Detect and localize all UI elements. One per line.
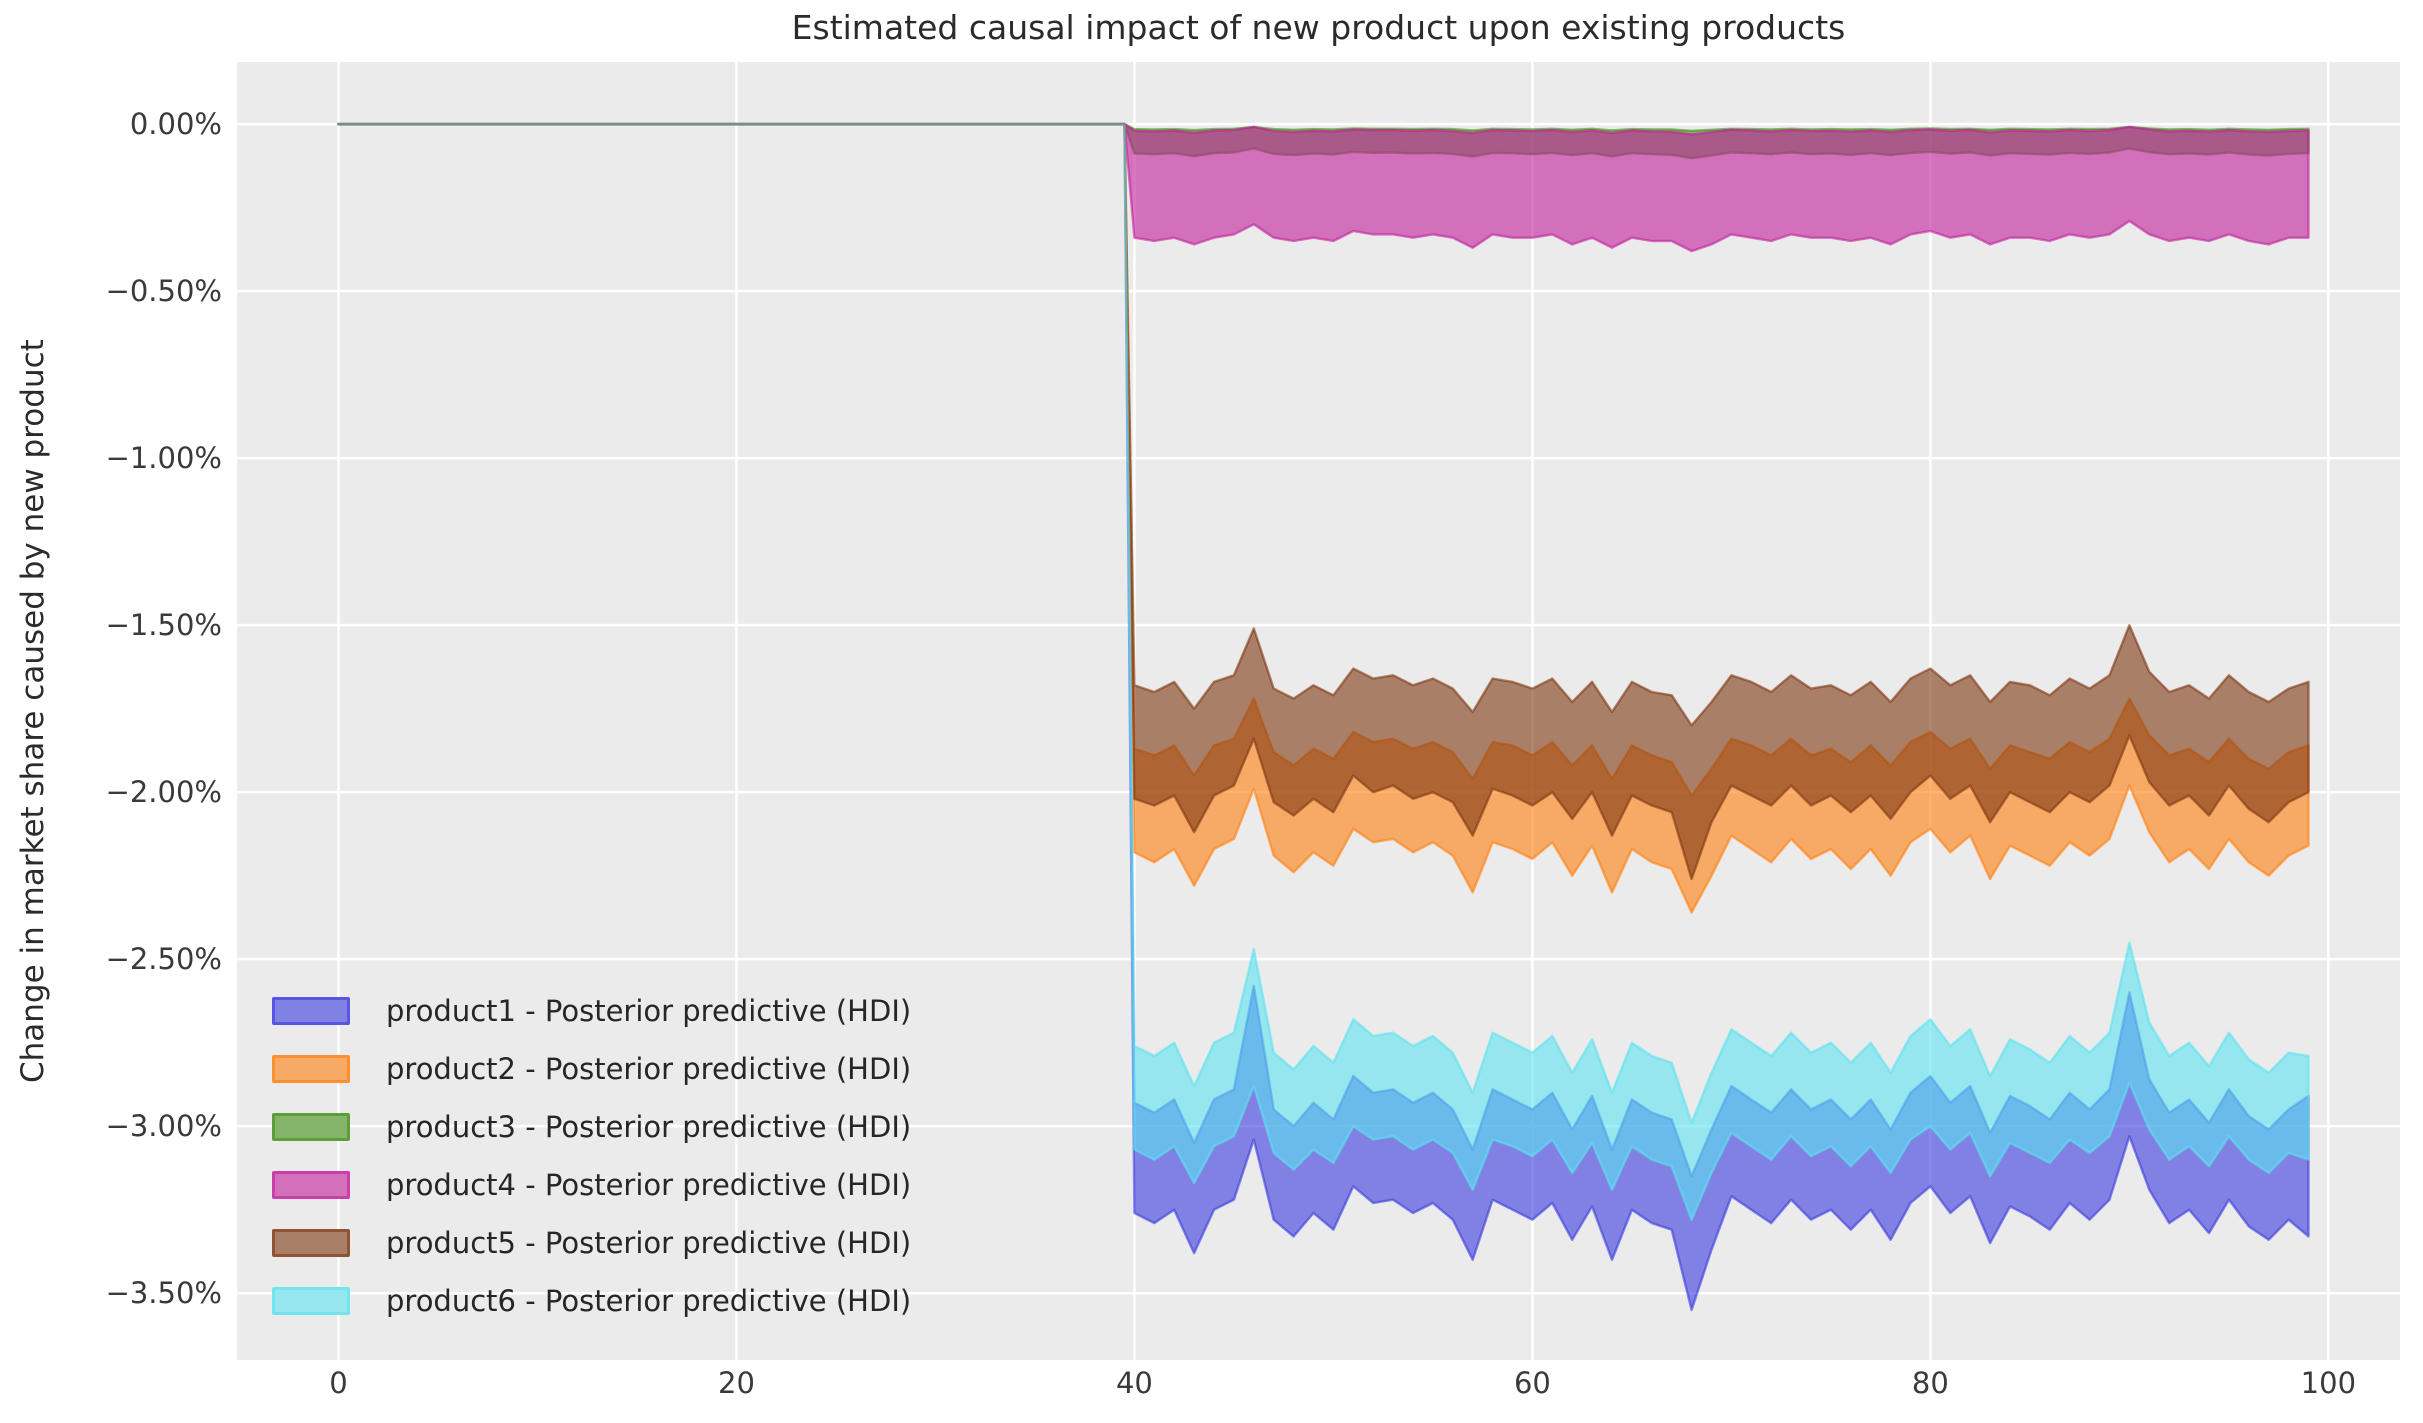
legend-label: product2 - Posterior predictive (HDI) (386, 1052, 912, 1086)
legend-item-product1: product1 - Posterior predictive (HDI) (272, 982, 911, 1040)
legend: product1 - Posterior predictive (HDI) pro… (272, 982, 911, 1330)
legend-item-product3: product3 - Posterior predictive (HDI) (272, 1098, 911, 1156)
legend-swatch-product2 (272, 1055, 350, 1083)
hdi-band-product5 (1123, 122, 2310, 881)
legend-label: product6 - Posterior predictive (HDI) (386, 1284, 912, 1318)
y-tick-label: 0.00% (129, 107, 222, 142)
axes (237, 62, 2400, 1360)
y-tick-label: −1.00% (105, 441, 222, 476)
legend-swatch-product4 (272, 1171, 350, 1199)
y-tick-label: −3.00% (105, 1109, 222, 1144)
legend-item-product5: product5 - Posterior predictive (HDI) (272, 1214, 911, 1272)
legend-swatch-product6 (272, 1287, 350, 1315)
y-tick-label: −1.50% (105, 608, 222, 643)
legend-swatch-product5 (272, 1229, 350, 1257)
legend-item-product4: product4 - Posterior predictive (HDI) (272, 1156, 911, 1214)
legend-label: product1 - Posterior predictive (HDI) (386, 994, 912, 1028)
legend-item-product2: product2 - Posterior predictive (HDI) (272, 1040, 911, 1098)
chart-title: Estimated causal impact of new product u… (791, 8, 1846, 47)
y-axis-label: Change in market share caused by new pro… (15, 339, 51, 1083)
x-tick-label: 20 (718, 1366, 755, 1400)
legend-item-product6: product6 - Posterior predictive (HDI) (272, 1272, 911, 1330)
x-tick-label: 0 (329, 1366, 348, 1400)
legend-label: product4 - Posterior predictive (HDI) (386, 1168, 912, 1202)
legend-swatch-product1 (272, 997, 350, 1025)
x-tick-label: 100 (2300, 1366, 2357, 1400)
y-tick-label: −2.50% (105, 942, 222, 977)
x-tick-label: 60 (1513, 1366, 1551, 1400)
y-tick-label: −3.50% (105, 1276, 222, 1311)
y-tick-label: −0.50% (105, 274, 222, 309)
x-tick-label: 40 (1115, 1366, 1153, 1400)
legend-label: product5 - Posterior predictive (HDI) (386, 1226, 912, 1260)
y-tick-label: −2.00% (105, 775, 222, 810)
plot-area (237, 62, 2400, 1360)
hdi-band-product6 (1123, 122, 2310, 1221)
legend-swatch-product3 (272, 1113, 350, 1141)
legend-label: product3 - Posterior predictive (HDI) (386, 1110, 912, 1144)
hdi-band-product4 (1123, 122, 2310, 253)
x-tick-label: 80 (1911, 1366, 1949, 1400)
